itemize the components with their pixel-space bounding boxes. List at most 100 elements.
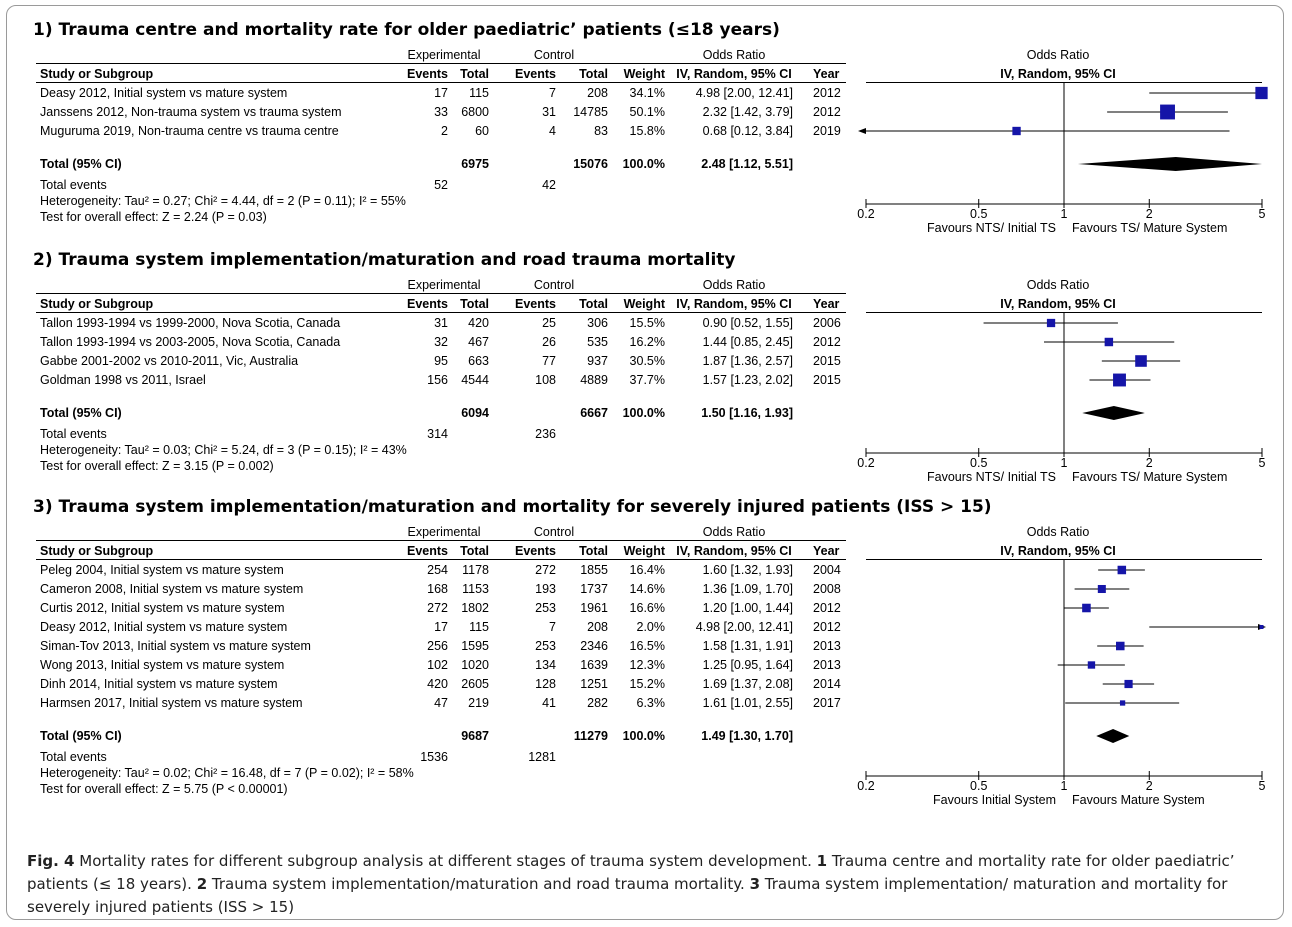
total-exp-total: 6975 [461,157,489,171]
total-ci: 1.49 [1.30, 1.70] [701,729,793,743]
study-weight: 15.8% [629,124,665,138]
study-weight: 2.0% [636,620,666,634]
study-name: Siman-Tov 2013, Initial system vs mature… [40,639,311,653]
header-year: Year [813,544,840,558]
study-exp-events: 2 [441,124,448,138]
header-ctl-events: Events [515,297,556,311]
x-tick-label: 0.2 [857,779,875,793]
total-events-exp: 52 [434,178,448,192]
x-tick-label: 1 [1060,207,1068,221]
study-name: Tallon 1993-1994 vs 2003-2005, Nova Scot… [40,335,341,349]
study-ctl-events: 26 [542,335,556,349]
study-name: Peleg 2004, Initial system vs mature sys… [40,563,284,577]
study-exp-total: 1020 [461,658,489,672]
study-marker [1116,641,1125,651]
caption-label: Fig. 4 [27,852,75,870]
study-ctl-events: 128 [535,677,556,691]
total-exp-total: 9687 [461,729,489,743]
total-weight: 100.0% [622,729,665,743]
header-exp-total: Total [460,544,489,558]
study-marker [1104,337,1114,347]
header-control: Control [533,525,575,539]
study-name: Goldman 1998 vs 2011, Israel [40,373,206,387]
study-exp-events: 420 [427,677,448,691]
header-method: IV, Random, 95% CI [676,297,792,311]
plot-header-rule [866,559,1262,560]
panel-title: 1) Trauma centre and mortality rate for … [33,20,780,40]
panel-title: 2) Trauma system implementation/maturati… [33,250,736,270]
header-odds-ratio-plot: Odds Ratio [1026,278,1090,292]
total-events-ctl: 236 [535,427,556,441]
caption-part-3: Trauma system implementation/ maturation… [27,875,1228,916]
study-ci: 1.57 [1.23, 2.02] [702,373,793,387]
study-exp-total: 115 [469,620,489,634]
header-top-rule [36,540,846,541]
study-ctl-events: 253 [535,601,556,615]
header-odds-ratio: Odds Ratio [702,525,766,539]
study-ctl-total: 208 [587,86,608,100]
study-marker [1046,318,1056,328]
total-ctl-total: 15076 [573,157,608,171]
study-ctl-total: 2346 [580,639,608,653]
study-year: 2012 [813,86,841,100]
study-weight: 15.5% [629,316,665,330]
study-ci: 4.98 [2.00, 12.41] [695,620,793,634]
study-weight: 16.6% [629,601,665,615]
total-events-ctl: 42 [542,178,556,192]
header-exp-total: Total [460,67,489,81]
study-ctl-total: 306 [587,316,608,330]
total-events-exp: 314 [427,427,448,441]
study-weight: 12.3% [629,658,665,672]
caption-text: Mortality rates for different subgroup a… [74,852,817,870]
header-ctl-total: Total [579,67,608,81]
study-weight: 37.7% [629,373,665,387]
study-year: 2012 [813,335,841,349]
study-ctl-events: 41 [542,696,556,710]
study-exp-events: 32 [434,335,448,349]
study-ctl-events: 7 [549,86,556,100]
study-name: Deasy 2012, Initial system vs mature sys… [40,620,288,634]
study-exp-total: 219 [468,696,489,710]
study-ci: 0.90 [0.52, 1.55] [702,316,793,330]
study-ctl-total: 1251 [580,677,608,691]
favours-left: Favours Initial System [933,793,1056,807]
study-weight: 50.1% [629,105,665,119]
x-tick-label: 2 [1145,456,1153,470]
study-name: Cameron 2008, Initial system vs mature s… [40,582,304,596]
header-odds-ratio-plot: Odds Ratio [1026,48,1090,62]
study-exp-total: 420 [468,316,489,330]
forest-plot [858,83,1268,208]
study-exp-events: 31 [434,316,448,330]
study-marker [1097,584,1106,594]
x-tick-label: 0.5 [970,779,988,793]
study-exp-total: 115 [469,86,489,100]
header-weight: Weight [623,67,665,81]
study-marker [1082,603,1091,613]
study-weight: 15.2% [629,677,665,691]
study-ci: 1.44 [0.85, 2.45] [702,335,793,349]
favours-right: Favours Mature System [1072,793,1205,807]
study-weight: 34.1% [629,86,665,100]
study-exp-total: 1802 [461,601,489,615]
study-ctl-events: 25 [542,316,556,330]
study-marker [1117,565,1127,575]
header-experimental: Experimental [407,48,481,62]
header-year: Year [813,67,840,81]
favours-left: Favours NTS/ Initial TS [927,221,1056,235]
study-marker [1259,625,1264,629]
study-name: Dinh 2014, Initial system vs mature syst… [40,677,278,691]
total-events-label: Total events [40,750,107,764]
heterogeneity: Heterogeneity: Tau² = 0.27; Chi² = 4.44,… [40,194,406,208]
study-weight: 16.2% [629,335,665,349]
study-exp-events: 102 [427,658,448,672]
study-marker [1124,679,1133,689]
study-weight: 6.3% [636,696,666,710]
total-label: Total (95% CI) [40,729,122,743]
study-exp-total: 4544 [461,373,489,387]
study-marker [1255,86,1268,100]
study-ctl-total: 1855 [580,563,608,577]
x-tick-label: 1 [1060,456,1068,470]
study-ctl-events: 134 [535,658,556,672]
study-ctl-events: 7 [549,620,556,634]
study-ctl-events: 4 [549,124,556,138]
